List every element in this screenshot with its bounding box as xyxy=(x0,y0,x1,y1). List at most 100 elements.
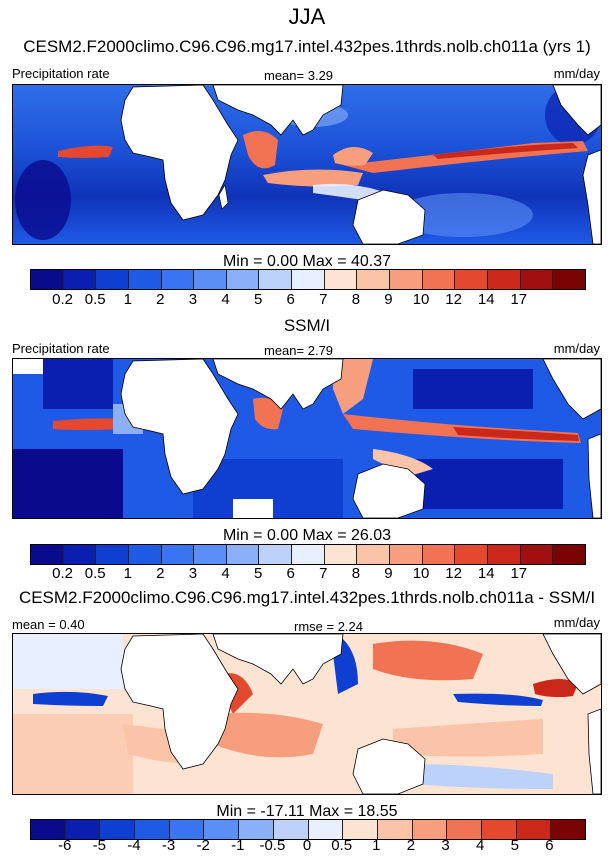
colorbar-swatch xyxy=(455,545,488,564)
panel3-mean-label: mean = 0.40 xyxy=(12,617,85,632)
colorbar-tick-label: 0.2 xyxy=(52,291,74,308)
colorbar-swatch xyxy=(292,545,325,564)
colorbar-swatch xyxy=(194,545,227,564)
colorbar-tick-label: 8 xyxy=(351,565,361,582)
colorbar-swatch xyxy=(96,545,129,564)
colorbar-tick-label: 12 xyxy=(445,565,462,582)
colorbar-tick-label: 4 xyxy=(221,565,230,582)
colorbar-swatch xyxy=(194,270,227,289)
colorbar-tick-label: 9 xyxy=(384,565,393,582)
colorbar-tick-label: -2 xyxy=(196,837,210,854)
colorbar-swatch xyxy=(96,270,129,289)
colorbar-swatch xyxy=(135,820,170,839)
colorbar-tick-label: 1 xyxy=(123,565,132,582)
colorbar-swatch xyxy=(520,270,554,289)
colorbar-tick-label: 0.2 xyxy=(52,565,74,582)
panel1-mean-label: mean= 3.29 xyxy=(264,68,334,83)
colorbar-tick-label: -4 xyxy=(127,837,141,854)
colorbar-tick-label: -6 xyxy=(57,837,72,854)
colorbar-swatch xyxy=(553,545,585,564)
panel1-subtitle: CESM2.F2000climo.C96.C96.mg17.intel.432p… xyxy=(23,37,591,56)
colorbar-tick-label: 17 xyxy=(510,291,528,308)
colorbar-swatch xyxy=(447,820,482,839)
colorbar-swatch xyxy=(324,545,358,564)
colorbar-tick-label: 17 xyxy=(510,565,528,582)
colorbar-swatch xyxy=(324,270,358,289)
colorbar-swatch xyxy=(390,545,423,564)
colorbar-tick-label: 7 xyxy=(319,565,328,582)
colorbar-tick-label: 2 xyxy=(156,565,165,582)
colorbar-swatch xyxy=(520,545,554,564)
panel1-colorbar-ticks: 0.2 0.5 1 2 3 4 5 6 7 8 9 10 12 14 17 xyxy=(30,291,584,311)
panel3-rmse-label: rmse = 2.24 xyxy=(294,619,364,634)
colorbar-swatch xyxy=(357,545,391,564)
colorbar-tick-label: 0.5 xyxy=(84,291,106,308)
colorbar-tick-label: 2 xyxy=(406,837,416,854)
colorbar-swatch xyxy=(259,270,293,289)
colorbar-swatch xyxy=(343,820,378,839)
panel3-minmax: Min = -17.11 Max = 18.55 xyxy=(216,803,398,820)
colorbar-swatch xyxy=(226,270,260,289)
colorbar-swatch xyxy=(422,270,456,289)
colorbar-swatch xyxy=(128,545,162,564)
panel1-units-label: mm/day xyxy=(553,66,600,81)
colorbar-tick-label: 6 xyxy=(286,291,295,308)
panel2-minmax: Min = 0.00 Max = 26.03 xyxy=(222,527,392,544)
colorbar-tick-label: 14 xyxy=(477,565,495,582)
colorbar-swatch xyxy=(553,270,585,289)
colorbar-swatch xyxy=(377,820,413,839)
colorbar-swatch xyxy=(204,820,240,839)
colorbar-tick-label: -0.5 xyxy=(259,837,286,854)
colorbar-swatch xyxy=(455,270,488,289)
colorbar-swatch xyxy=(390,270,423,289)
colorbar-swatch xyxy=(128,270,162,289)
colorbar-swatch xyxy=(226,545,260,564)
colorbar-swatch xyxy=(31,820,66,839)
figure-title: JJA xyxy=(288,4,326,29)
colorbar-tick-label: 1 xyxy=(372,837,381,854)
colorbar-tick-label: 0.5 xyxy=(331,837,353,854)
colorbar-swatch xyxy=(292,270,325,289)
colorbar-tick-label: 6 xyxy=(545,837,554,854)
colorbar-swatch xyxy=(161,545,195,564)
colorbar-tick-label: 7 xyxy=(319,291,328,308)
colorbar-swatch xyxy=(63,545,97,564)
panel1-colorbar xyxy=(30,269,586,290)
model-precip-map xyxy=(12,84,602,245)
colorbar-swatch xyxy=(100,820,136,839)
colorbar-swatch xyxy=(31,545,64,564)
colorbar-tick-label: 12 xyxy=(445,291,462,308)
colorbar-tick-label: -5 xyxy=(92,837,106,854)
colorbar-swatch xyxy=(169,820,205,839)
colorbar-tick-label: 3 xyxy=(188,565,198,582)
colorbar-swatch xyxy=(412,820,448,839)
colorbar-swatch xyxy=(516,820,552,839)
colorbar-tick-label: 3 xyxy=(188,291,198,308)
panel2-colorbar-ticks: 0.2 0.5 1 2 3 4 5 6 7 8 9 10 12 14 17 xyxy=(30,565,584,585)
colorbar-swatch xyxy=(481,820,517,839)
colorbar-swatch xyxy=(422,545,456,564)
panel3-units-label: mm/day xyxy=(553,615,600,630)
colorbar-tick-label: -3 xyxy=(161,837,176,854)
ssmi-precip-map xyxy=(12,358,602,519)
colorbar-tick-label: 5 xyxy=(510,837,519,854)
panel3-subtitle: CESM2.F2000climo.C96.C96.mg17.intel.432p… xyxy=(18,588,596,607)
colorbar-tick-label: 5 xyxy=(253,291,263,308)
panel2-subtitle: SSM/I xyxy=(283,316,331,335)
panel2-left-label: Precipitation rate xyxy=(12,341,110,356)
colorbar-tick-label: 1 xyxy=(123,291,132,308)
colorbar-tick-label: 6 xyxy=(286,565,295,582)
panel2-colorbar xyxy=(30,544,586,565)
panel3-colorbar xyxy=(30,819,586,840)
colorbar-tick-label: 9 xyxy=(384,291,393,308)
difference-map xyxy=(12,633,602,795)
colorbar-swatch xyxy=(259,545,293,564)
colorbar-tick-label: 0 xyxy=(302,837,312,854)
colorbar-swatch xyxy=(551,820,585,839)
colorbar-swatch xyxy=(357,270,391,289)
colorbar-swatch xyxy=(65,820,101,839)
colorbar-tick-label: 2 xyxy=(156,291,165,308)
colorbar-tick-label: 5 xyxy=(253,565,263,582)
panel1-left-label: Precipitation rate xyxy=(12,66,110,81)
colorbar-tick-label: -1 xyxy=(231,837,245,854)
